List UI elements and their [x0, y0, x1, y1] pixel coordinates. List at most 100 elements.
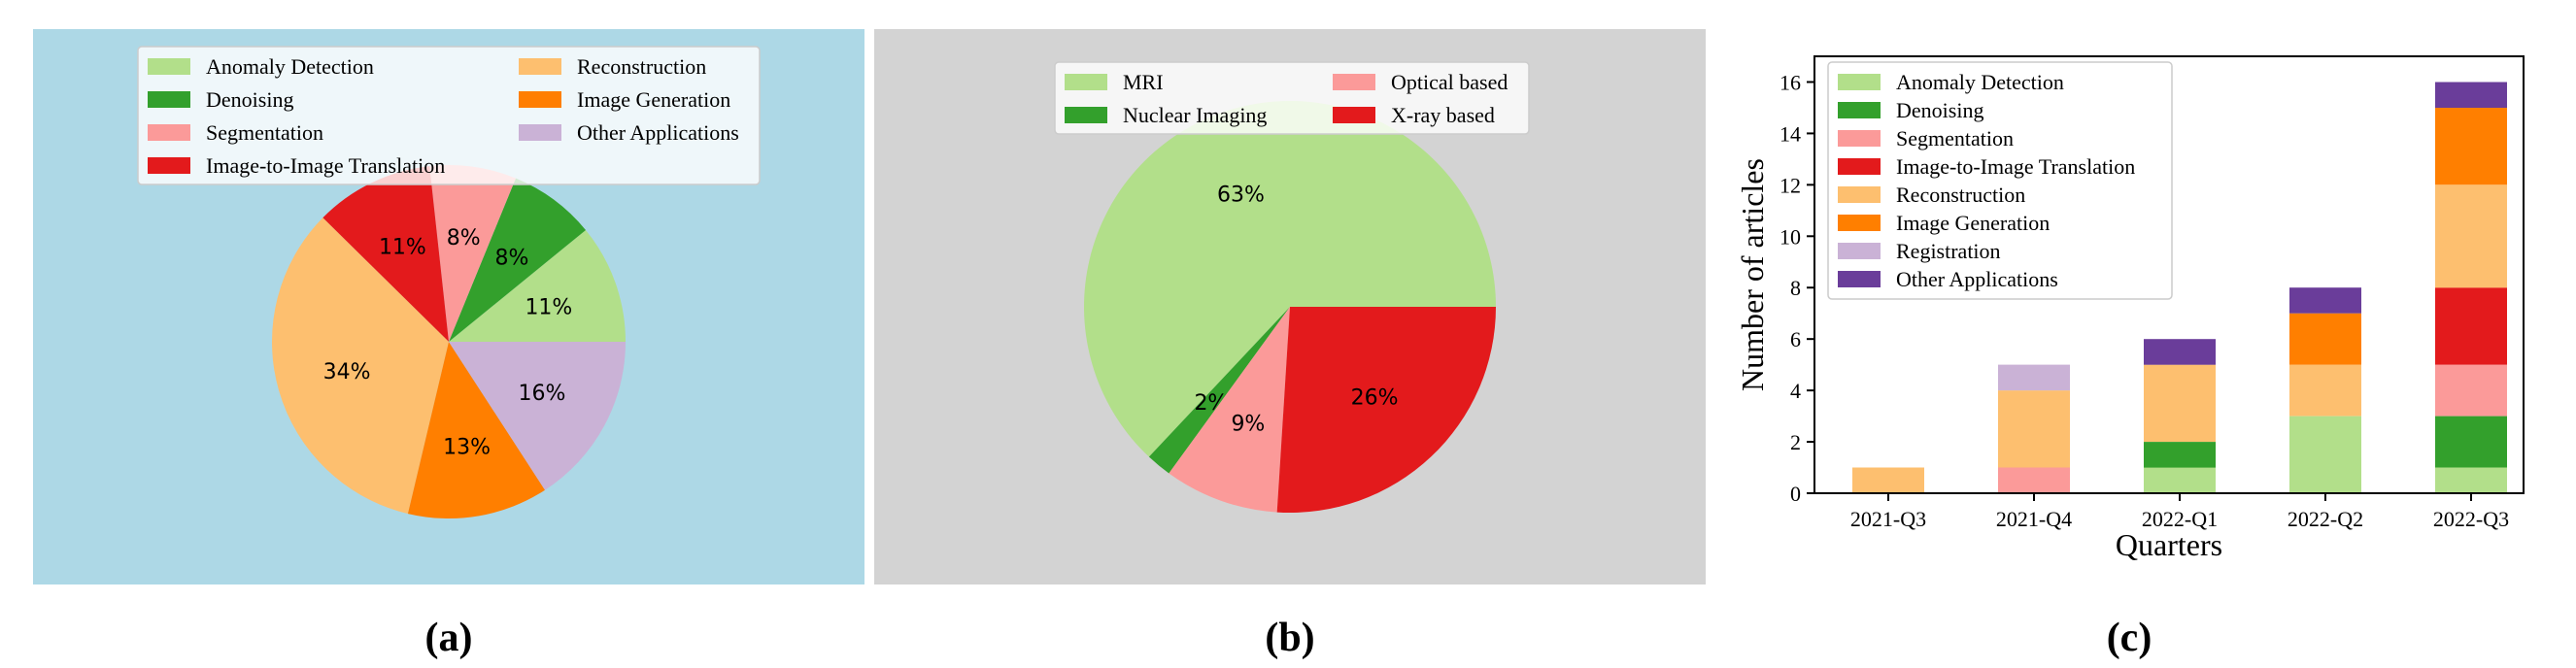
legend-stacked-bar: Anomaly Detection Denoising Segmentation Im…: [1827, 61, 2173, 300]
legend-entry-reconstruction: Reconstruction: [577, 54, 706, 79]
legend-entry-segmentation: Segmentation: [206, 120, 323, 145]
legend-entry-segmentation: Segmentation: [1896, 126, 2014, 150]
legend-modalities: MRI Nuclear Imaging Optical based X-ray bas…: [1054, 61, 1530, 135]
legend-swatch-denoising: [1838, 102, 1881, 118]
bar-other-applications-2022-q2: [2289, 287, 2361, 314]
bar-anomaly-detection-2022-q3: [2435, 467, 2507, 493]
legend-swatch-anomaly-detection: [148, 58, 190, 75]
pie-slice-image-generation: [407, 342, 546, 519]
pie-slice-segmentation: [429, 165, 516, 342]
bar-reconstruction-2021-q4: [1998, 390, 2070, 468]
pie-label-reconstruction: 34%: [323, 360, 371, 384]
caption-c: (c): [2107, 616, 2152, 660]
legend-entry-registration: Registration: [1896, 239, 2001, 263]
legend-entry-other-applications: Other Applications: [577, 120, 739, 145]
legend-entry-reconstruction: Reconstruction: [1896, 183, 2025, 207]
legend-entry-mri: MRI: [1123, 70, 1164, 94]
legend-swatch-reconstruction: [519, 58, 561, 75]
x-tick-label-2022-q1: 2022-Q1: [2142, 507, 2218, 531]
bar-other-applications-2022-q1: [2144, 339, 2216, 365]
pie-slice-mri: [1084, 100, 1496, 457]
stacked-bar-chart: [1852, 82, 2507, 493]
legend-frame: [1054, 61, 1530, 135]
legend-swatch-segmentation: [1838, 130, 1881, 147]
legend-entry-denoising: Denoising: [206, 87, 293, 112]
legend-applications: Anomaly Detection Denoising Segmentation Im…: [137, 46, 761, 185]
legend-swatch-image-generation: [1838, 215, 1881, 231]
pie-label-optical-based: 9%: [1231, 413, 1265, 437]
pie-slice-other-applications: [449, 342, 626, 490]
pie-slice-optical-based: [1169, 307, 1290, 513]
pie-slice-reconstruction: [272, 217, 449, 515]
legend-entry-nuclear-imaging: Nuclear Imaging: [1123, 103, 1267, 127]
y-tick-label: 8: [1790, 276, 1801, 300]
pie-label-mri: 63%: [1217, 183, 1265, 207]
bar-reconstruction-2022-q2: [2289, 364, 2361, 417]
legend-entry-image-to-image-translation: Image-to-Image Translation: [1896, 154, 2135, 179]
x-tick-label-2021-q3: 2021-Q3: [1850, 507, 1926, 531]
legend-entry-image-to-image-translation: Image-to-Image Translation: [206, 153, 445, 178]
bar-reconstruction-2022-q1: [2144, 364, 2216, 442]
bar-segmentation-2022-q3: [2435, 364, 2507, 417]
x-axis: 2021-Q3 2021-Q4 2022-Q1 2022-Q2 2022-Q3: [1850, 493, 2509, 531]
panel-a: 11% 8% 8% 11% 34% 13% 16% Anomaly Detection Den…: [33, 29, 864, 660]
pie-slice-image-to-image-translation: [322, 166, 449, 342]
y-tick-label: 6: [1790, 327, 1801, 351]
pie-label-segmentation: 8%: [447, 226, 481, 250]
caption-b: (b): [1265, 616, 1314, 660]
legend-swatch-image-to-image-translation: [148, 157, 190, 174]
legend-swatch-other-applications: [1838, 271, 1881, 287]
legend-entry-image-generation: Image Generation: [577, 87, 730, 112]
legend-swatch-nuclear-imaging: [1065, 107, 1107, 123]
y-axis-label: Number of articles: [1735, 158, 1770, 391]
pie-chart-modalities: 63%2%9%26%: [1084, 100, 1496, 513]
legend-frame: [137, 46, 761, 185]
pie-label-x-ray-based: 26%: [1351, 386, 1399, 411]
legend-entry-denoising: Denoising: [1896, 98, 1983, 122]
legend-entry-other-applications: Other Applications: [1896, 267, 2058, 291]
panel-c: 0 2 4 6 8 10 12 14 16 2021-Q3 2021-Q4 2022-Q1 2022-…: [1735, 55, 2525, 660]
pie-label-other-applications: 16%: [519, 382, 566, 406]
legend-frame: [1827, 61, 2173, 300]
legend-entry-image-generation: Image Generation: [1896, 211, 2050, 235]
y-tick-label: 2: [1790, 430, 1801, 454]
bar-segmentation-2021-q4: [1998, 467, 2070, 493]
legend-swatch-reconstruction: [1838, 186, 1881, 203]
legend-entry-x-ray-based: X-ray based: [1391, 103, 1495, 127]
plot-frame: [1813, 55, 2525, 494]
legend-swatch-image-to-image-translation: [1838, 158, 1881, 175]
y-tick-label: 10: [1779, 224, 1801, 249]
pie-label-denoising: 8%: [495, 246, 529, 270]
y-tick-label: 0: [1790, 482, 1801, 506]
legend-swatch-denoising: [148, 91, 190, 108]
bar-other-applications-2022-q3: [2435, 82, 2507, 108]
y-tick-label: 4: [1790, 379, 1801, 403]
legend-entry-anomaly-detection: Anomaly Detection: [1896, 70, 2064, 94]
bar-reconstruction-2021-q3: [1852, 467, 1924, 493]
legend-swatch-other-applications: [519, 124, 561, 141]
y-tick-label: 14: [1779, 121, 1801, 146]
legend-swatch-segmentation: [148, 124, 190, 141]
y-tick-label: 12: [1779, 173, 1801, 197]
legend-entry-anomaly-detection: Anomaly Detection: [206, 54, 374, 79]
pie-slice-nuclear-imaging: [1148, 307, 1290, 474]
legend-swatch-image-generation: [519, 91, 561, 108]
caption-a: (a): [425, 616, 473, 660]
pie-slice-anomaly-detection: [449, 229, 626, 342]
pie-slice-denoising: [449, 178, 587, 342]
bar-anomaly-detection-2022-q1: [2144, 467, 2216, 493]
bar-denoising-2022-q3: [2435, 416, 2507, 468]
y-axis: 0 2 4 6 8 10 12 14 16: [1779, 70, 1814, 506]
y-tick-label: 16: [1779, 70, 1801, 94]
pie-label-anomaly-detection: 11%: [525, 295, 572, 319]
x-axis-label: Quarters: [2116, 527, 2222, 562]
bar-reconstruction-2022-q3: [2435, 184, 2507, 288]
bar-image-generation-2022-q3: [2435, 107, 2507, 185]
bar-registration-2021-q4: [1998, 364, 2070, 391]
legend-swatch-anomaly-detection: [1838, 74, 1881, 90]
bar-anomaly-detection-2022-q2: [2289, 416, 2361, 493]
bar-image-to-image-translation-2022-q3: [2435, 287, 2507, 365]
pie-label-image-generation: 13%: [443, 436, 491, 460]
legend-entry-optical-based: Optical based: [1391, 70, 1508, 94]
